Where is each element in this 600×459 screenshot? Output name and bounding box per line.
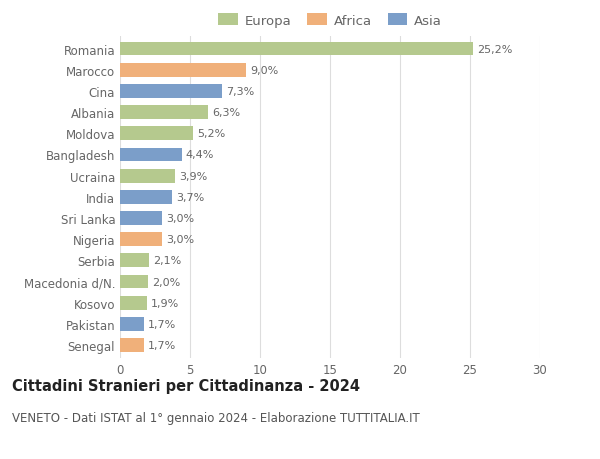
Text: 25,2%: 25,2% — [477, 45, 512, 55]
Bar — [120, 148, 182, 162]
Text: 5,2%: 5,2% — [197, 129, 225, 139]
Bar — [120, 296, 146, 310]
Bar — [120, 169, 175, 183]
Text: 4,4%: 4,4% — [186, 150, 214, 160]
Bar — [120, 127, 193, 141]
Text: Cittadini Stranieri per Cittadinanza - 2024: Cittadini Stranieri per Cittadinanza - 2… — [12, 379, 360, 394]
Legend: Europa, Africa, Asia: Europa, Africa, Asia — [213, 9, 447, 33]
Text: 7,3%: 7,3% — [226, 87, 254, 97]
Text: 1,7%: 1,7% — [148, 319, 176, 329]
Bar — [120, 85, 222, 99]
Bar — [120, 212, 162, 225]
Bar — [120, 317, 144, 331]
Text: 3,0%: 3,0% — [166, 235, 194, 245]
Bar — [120, 254, 149, 268]
Bar — [120, 338, 144, 352]
Bar — [120, 106, 208, 120]
Text: 3,0%: 3,0% — [166, 213, 194, 224]
Bar — [120, 233, 162, 246]
Text: 3,9%: 3,9% — [179, 171, 207, 181]
Text: 6,3%: 6,3% — [212, 108, 241, 118]
Bar — [120, 64, 246, 78]
Bar — [120, 275, 148, 289]
Text: 1,9%: 1,9% — [151, 298, 179, 308]
Text: 9,0%: 9,0% — [250, 66, 278, 76]
Text: 3,7%: 3,7% — [176, 192, 204, 202]
Bar — [120, 43, 473, 56]
Bar — [120, 190, 172, 204]
Text: 2,0%: 2,0% — [152, 277, 181, 287]
Text: 2,1%: 2,1% — [154, 256, 182, 266]
Text: 1,7%: 1,7% — [148, 340, 176, 350]
Text: VENETO - Dati ISTAT al 1° gennaio 2024 - Elaborazione TUTTITALIA.IT: VENETO - Dati ISTAT al 1° gennaio 2024 -… — [12, 411, 420, 424]
